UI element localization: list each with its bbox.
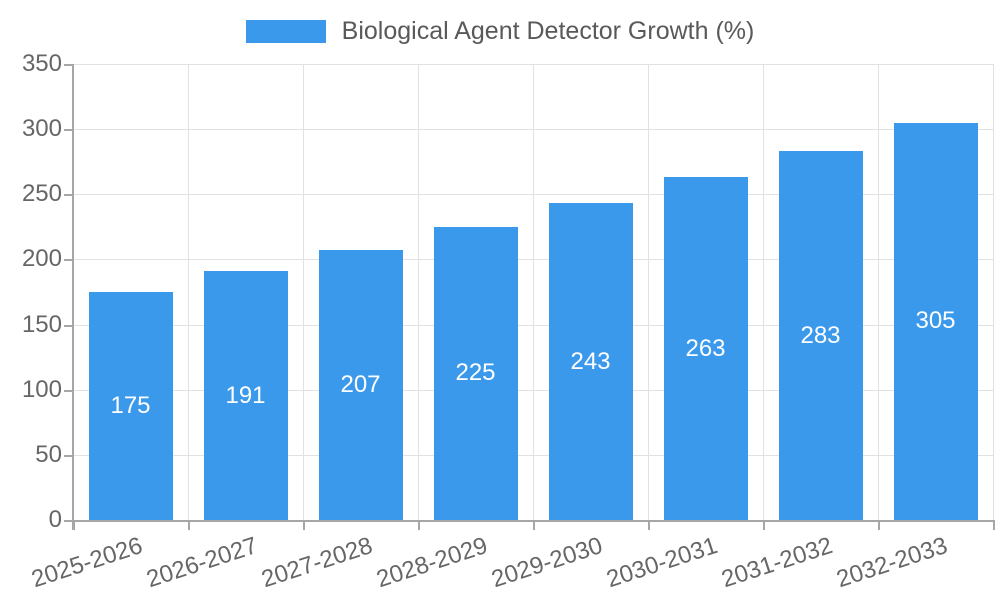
x-axis-label-2031-2032: 2031-2032 bbox=[718, 532, 836, 594]
x-axis-label-2028-2029: 2028-2029 bbox=[373, 532, 491, 594]
y-axis-tick-label: 50 bbox=[35, 440, 62, 468]
x-axis-tick bbox=[763, 520, 765, 530]
chart-legend[interactable]: Biological Agent Detector Growth (%) bbox=[0, 17, 1000, 46]
bar-value-label: 243 bbox=[570, 347, 611, 375]
bar-value-label: 175 bbox=[110, 392, 151, 419]
x-gridline bbox=[418, 64, 419, 520]
y-axis-tick bbox=[64, 259, 73, 262]
x-gridline bbox=[878, 64, 879, 520]
legend-series-label: Biological Agent Detector Growth (%) bbox=[341, 17, 755, 45]
bar-2025-2026[interactable]: 175 bbox=[88, 292, 173, 520]
bar-2028-2029[interactable]: 225 bbox=[433, 226, 518, 520]
x-axis-tick bbox=[73, 520, 75, 530]
bar-2030-2031[interactable]: 263 bbox=[663, 177, 748, 520]
x-axis-label-2026-2027: 2026-2027 bbox=[143, 532, 261, 594]
y-axis-tick-label: 300 bbox=[21, 115, 62, 143]
bar-2031-2032[interactable]: 283 bbox=[778, 151, 863, 520]
y-axis-tick-label: 150 bbox=[21, 310, 62, 338]
x-gridline bbox=[763, 64, 764, 520]
bar-2032-2033[interactable]: 305 bbox=[893, 122, 978, 520]
bar-value-label: 191 bbox=[225, 381, 266, 409]
y-axis-tick bbox=[64, 129, 73, 132]
y-axis-tick-label: 200 bbox=[21, 245, 62, 273]
x-axis-tick bbox=[303, 520, 305, 530]
x-axis-tick bbox=[533, 520, 535, 530]
x-gridline bbox=[533, 64, 534, 520]
y-axis-tick-label: 100 bbox=[21, 375, 62, 403]
x-axis-line bbox=[73, 520, 993, 522]
x-gridline bbox=[303, 64, 304, 520]
y-axis-line bbox=[72, 64, 74, 530]
y-axis-tick-label: 350 bbox=[21, 50, 62, 77]
x-axis-label-2029-2030: 2029-2030 bbox=[488, 532, 606, 594]
bar-2027-2028[interactable]: 207 bbox=[318, 250, 403, 520]
y-axis-tick bbox=[64, 454, 73, 457]
x-axis-tick bbox=[993, 520, 995, 530]
x-gridline bbox=[188, 64, 189, 520]
bar-value-label: 283 bbox=[800, 321, 841, 349]
y-axis-tick bbox=[64, 194, 73, 197]
x-axis-label-2032-2033: 2032-2033 bbox=[833, 532, 951, 594]
x-axis-label-2027-2028: 2027-2028 bbox=[258, 532, 376, 594]
bar-value-label: 207 bbox=[340, 371, 381, 399]
x-gridline bbox=[648, 64, 649, 520]
legend-swatch-icon bbox=[245, 20, 326, 43]
y-axis-tick bbox=[64, 389, 73, 392]
x-axis-tick bbox=[878, 520, 880, 530]
y-axis-tick bbox=[64, 324, 73, 327]
x-axis-tick bbox=[418, 520, 420, 530]
bar-value-label: 225 bbox=[455, 359, 496, 387]
y-axis-tick bbox=[64, 520, 73, 522]
y-axis-tick-label: 250 bbox=[21, 180, 62, 208]
x-axis-label-2030-2031: 2030-2031 bbox=[603, 532, 721, 594]
y-axis-tick-label: 0 bbox=[48, 506, 62, 533]
x-gridline bbox=[993, 64, 994, 520]
x-axis-tick bbox=[188, 520, 190, 530]
bar-value-label: 305 bbox=[915, 307, 956, 335]
y-axis-tick bbox=[64, 64, 73, 66]
x-axis-tick bbox=[648, 520, 650, 530]
bar-value-label: 263 bbox=[685, 334, 726, 362]
x-axis-label-2025-2026: 2025-2026 bbox=[28, 532, 146, 594]
bar-2029-2030[interactable]: 243 bbox=[548, 203, 633, 520]
bar-2026-2027[interactable]: 191 bbox=[203, 271, 288, 520]
